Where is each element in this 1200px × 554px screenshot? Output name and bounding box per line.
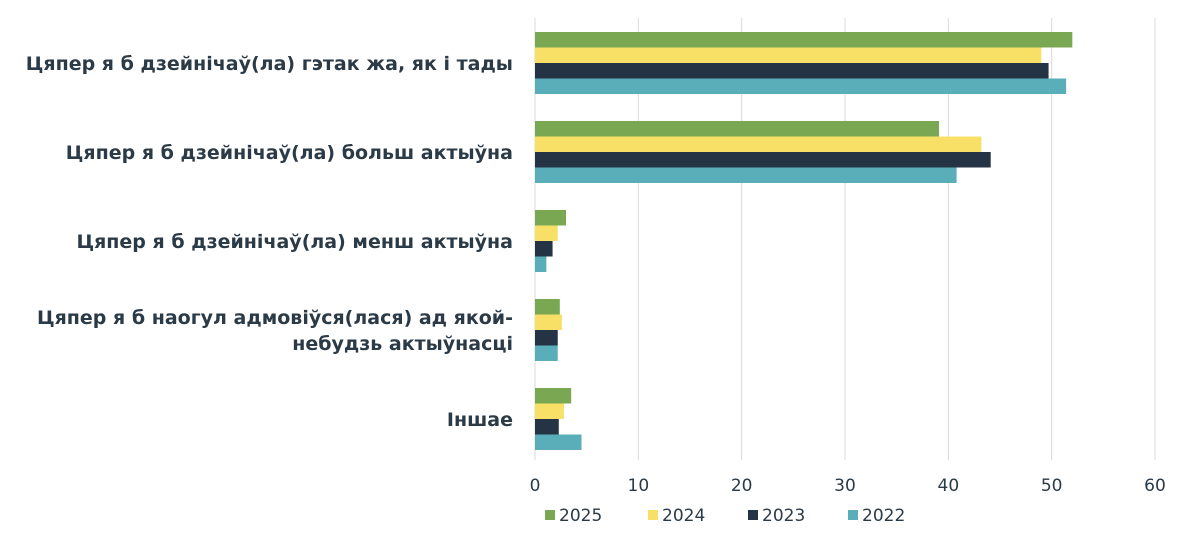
bar-2025 [535,32,1073,48]
bar-2024 [535,47,1042,63]
bar-2023 [535,330,558,346]
legend-swatch [748,510,758,520]
category-label-line: Цяпер я б дзейнічаў(ла) больш актыўна [66,142,513,164]
legend-item-2023: 2023 [748,506,805,526]
bar-2023 [535,152,991,168]
legend-item-2024: 2024 [648,506,705,526]
category-label: Цяпер я б дзейнічаў(ла) менш актыўна [76,231,513,253]
category-label: Іншае [447,409,513,431]
category-label-line: Цяпер я б дзейнічаў(ла) менш актыўна [76,231,513,253]
legend: 2025 2024 2023 2022 [545,506,905,526]
bar-2025 [535,388,572,404]
category-label: Цяпер я б дзейнічаў(ла) гэтак жа, як і т… [26,53,513,75]
x-tick-label: 0 [530,476,541,496]
x-axis-ticks: 0 10 20 30 40 50 60 [530,476,1166,496]
bar-2025 [535,299,560,315]
legend-item-2025: 2025 [545,506,602,526]
legend-label: 2023 [762,506,805,526]
bar-2022 [535,167,957,183]
bar-2022 [535,345,558,361]
category-label-line: Цяпер я б наогул адмовіўся(лася) ад якой… [37,307,513,329]
x-tick-label: 50 [1041,476,1063,496]
x-tick-label: 10 [628,476,650,496]
x-tick-label: 30 [834,476,856,496]
category-labels: Цяпер я б дзейнічаў(ла) гэтак жа, як і т… [26,53,513,431]
x-tick-label: 60 [1144,476,1166,496]
bar-2025 [535,210,566,226]
bar-2023 [535,63,1049,79]
bar-2022 [535,434,582,450]
bar-2024 [535,225,558,241]
legend-swatch [545,510,555,520]
bar-2023 [535,419,559,435]
category-label-line: Цяпер я б дзейнічаў(ла) гэтак жа, як і т… [26,53,513,75]
bar-2024 [535,403,564,419]
bar-2024 [535,314,562,330]
x-tick-label: 20 [731,476,753,496]
legend-label: 2022 [862,506,905,526]
bar-2025 [535,121,940,137]
category-label-line: Іншае [447,409,513,431]
legend-swatch [848,510,858,520]
legend-swatch [648,510,658,520]
bar-2023 [535,241,553,257]
category-label: Цяпер я б дзейнічаў(ла) больш актыўна [66,142,513,164]
category-label-line: небудзь актыўнасці [292,333,513,355]
x-tick-label: 40 [938,476,960,496]
legend-item-2022: 2022 [848,506,905,526]
category-label: Цяпер я б наогул адмовіўся(лася) ад якой… [37,307,513,355]
bar-2022 [535,256,547,272]
bar-2024 [535,136,982,152]
bars [535,32,1073,450]
legend-label: 2025 [559,506,602,526]
legend-label: 2024 [662,506,705,526]
bar-2022 [535,78,1067,94]
